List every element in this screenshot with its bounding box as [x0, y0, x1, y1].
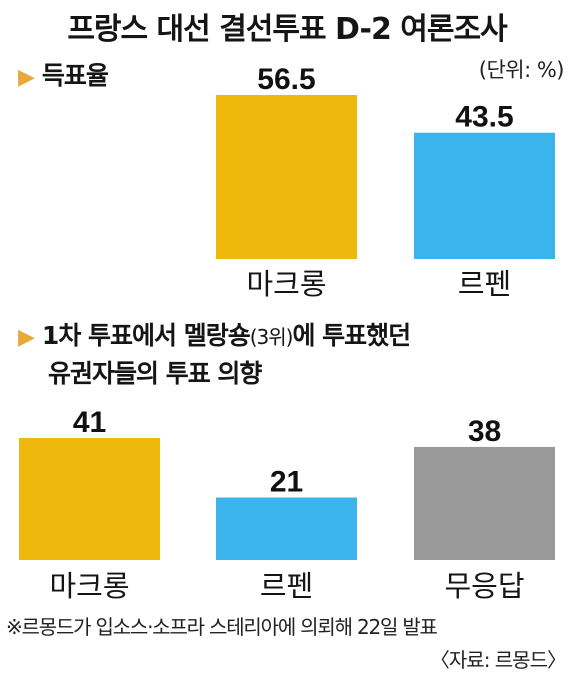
- melenchon-voters-category-label-0: 마크롱: [49, 569, 129, 603]
- melenchon-voters-chart: 41 마크롱 21 르펜 38 무응답: [19, 406, 555, 603]
- section-heading-text: 득표율: [41, 61, 109, 90]
- section-heading-text-part3: 에 투표했던: [292, 321, 411, 350]
- melenchon-voters-category-label-1: 르펜: [260, 569, 313, 603]
- vote-share-chart: 56.5 마크롱 43.5 르펜: [216, 63, 555, 301]
- triangle-marker-icon: ▶: [18, 325, 35, 350]
- vote-share-value-label-1: 43.5: [455, 101, 513, 134]
- section-heading-text-part1: 1차 투표에서 멜랑숑: [41, 321, 251, 350]
- section-heading-vote-share: ▶ 득표율: [18, 58, 109, 96]
- melenchon-voters-category-label-2: 무응답: [444, 569, 524, 603]
- vote-share-bar-0: [216, 95, 357, 259]
- melenchon-voters-value-label-2: 38: [468, 415, 501, 448]
- vote-share-category-label-1: 르펜: [458, 267, 511, 301]
- melenchon-voters-bar-2: [414, 446, 555, 560]
- footnote: ※르몽드가 입소스·소프라 스테리아에 의뢰해 22일 발표: [6, 615, 438, 639]
- vote-share-category-label-0: 마크롱: [246, 267, 326, 301]
- section-heading-melenchon-voters: ▶ 1차 투표에서 멜랑숑(3위)에 투표했던 유권자들의 투표 의향: [18, 318, 411, 392]
- source-credit: 〈자료: 르몽드〉: [429, 648, 567, 672]
- melenchon-voters-value-label-1: 21: [270, 466, 303, 499]
- vote-share-value-label-0: 56.5: [257, 63, 315, 96]
- triangle-marker-icon: ▶: [18, 65, 35, 90]
- melenchon-voters-bar-1: [216, 497, 357, 560]
- melenchon-voters-value-label-0: 41: [73, 406, 106, 439]
- melenchon-voters-bar-0: [19, 438, 160, 560]
- vote-share-bar-1: [414, 132, 555, 259]
- unit-label: (단위: %): [478, 58, 565, 82]
- section-heading-text-part2: (3위): [249, 325, 294, 349]
- section-heading-line2: 유권자들의 투표 의향: [48, 359, 262, 388]
- chart-title: 프랑스 대선 결선투표 D-2 여론조사: [67, 12, 507, 47]
